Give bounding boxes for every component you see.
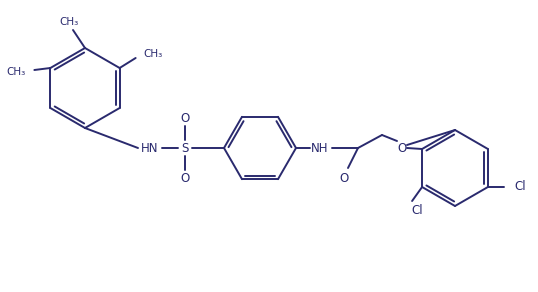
Text: O: O bbox=[398, 142, 407, 154]
Text: HN: HN bbox=[141, 142, 159, 154]
Text: O: O bbox=[180, 171, 189, 185]
Text: O: O bbox=[180, 112, 189, 124]
Text: O: O bbox=[339, 171, 349, 185]
Text: CH₃: CH₃ bbox=[144, 49, 163, 59]
Text: Cl: Cl bbox=[514, 180, 526, 194]
Text: Cl: Cl bbox=[411, 204, 423, 218]
Text: S: S bbox=[181, 142, 189, 154]
Text: CH₃: CH₃ bbox=[6, 67, 25, 77]
Text: NH: NH bbox=[312, 142, 329, 154]
Text: CH₃: CH₃ bbox=[59, 17, 79, 27]
